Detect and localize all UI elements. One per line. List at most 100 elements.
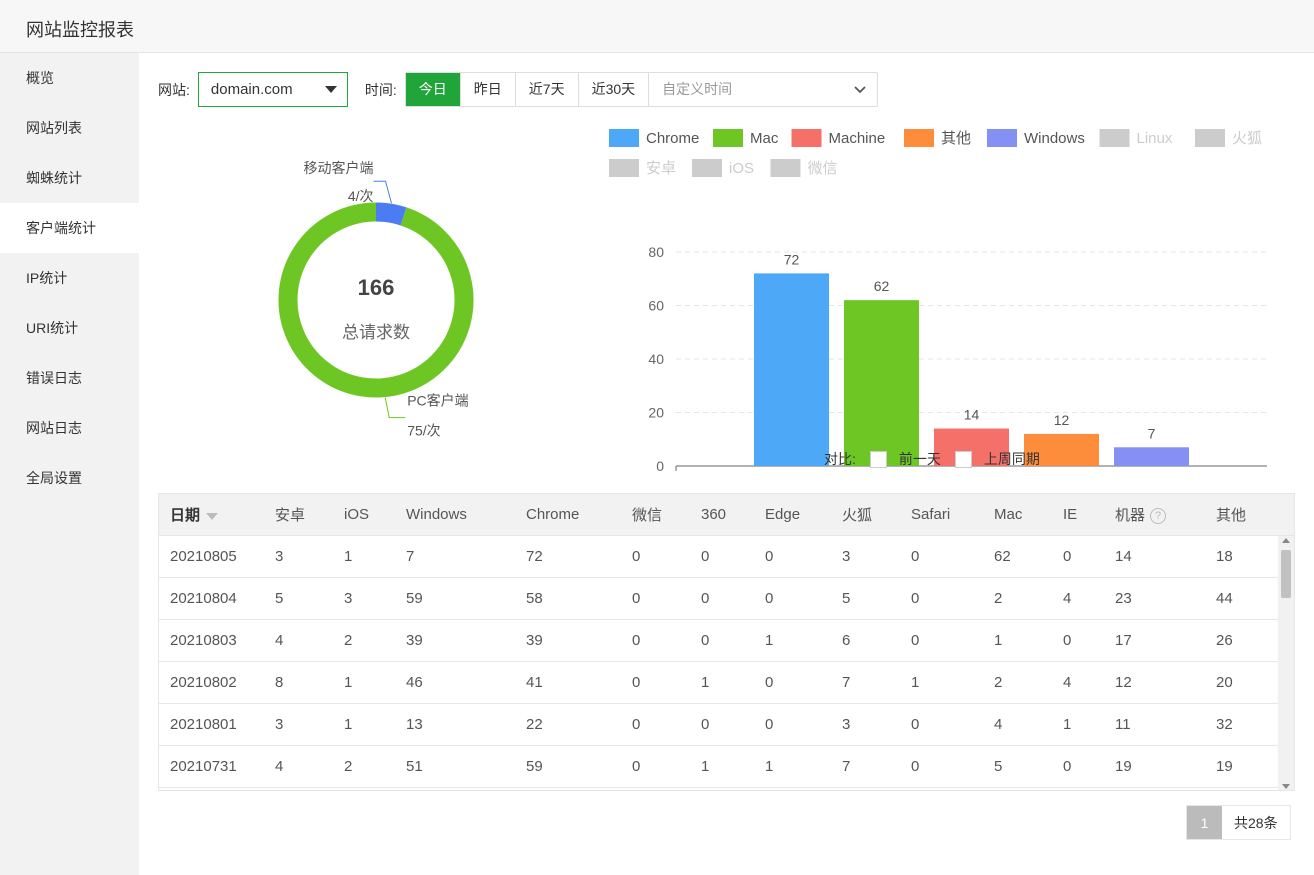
- column-header: Mac: [983, 506, 1052, 523]
- column-header: 微信: [621, 504, 690, 525]
- table-row: 20210805 3 1 7 72 0 0 0 3 0 62 0 14 18: [159, 536, 1294, 578]
- table-body: 20210805 3 1 7 72 0 0 0 3 0 62 0 14 18 20210804 5 3 59 58 0…: [159, 536, 1294, 788]
- legend-item[interactable]: Linux: [1099, 129, 1173, 147]
- donut-segment-name: 移动客户端: [304, 160, 374, 176]
- page-button[interactable]: 1: [1187, 806, 1222, 839]
- table-cell: 0: [632, 590, 641, 607]
- legend-item[interactable]: 火狐: [1195, 129, 1262, 147]
- table-cell: 51: [406, 758, 423, 775]
- column-header-label: Safari: [911, 506, 951, 523]
- table-cell: 4: [1063, 590, 1072, 607]
- site-label: 网站:: [158, 81, 190, 98]
- compare-checkbox[interactable]: [954, 450, 972, 468]
- table-cell: 22: [526, 716, 543, 733]
- custom-time-picker[interactable]: 自定义时间: [649, 73, 877, 106]
- table-cell: 4: [275, 632, 284, 649]
- table-cell: 0: [632, 758, 641, 775]
- table-cell: 3: [842, 548, 851, 565]
- table-header: 日期 安卓 iOS Windows Chrome 微信 360 Edge 火狐 Safari Mac…: [159, 494, 1294, 536]
- legend-item[interactable]: 其他: [904, 129, 971, 147]
- column-header-label: 机器: [1115, 507, 1146, 524]
- table-cell: 20210803: [170, 632, 237, 649]
- sidebar-item[interactable]: 网站列表: [26, 120, 82, 136]
- help-icon[interactable]: ?: [1150, 508, 1167, 524]
- legend-item[interactable]: Mac: [713, 129, 779, 147]
- legend-item[interactable]: iOS: [692, 159, 754, 177]
- table-cell: 7: [842, 758, 851, 775]
- table-cell: 0: [632, 716, 641, 733]
- table-row: 20210804 5 3 59 58 0 0 0 5 0 2 4 23 44: [159, 578, 1294, 620]
- column-header-label: 安卓: [275, 507, 306, 524]
- sidebar-item[interactable]: 网站日志: [26, 420, 82, 436]
- y-tick-label: 0: [656, 458, 664, 473]
- filter-bar: 网站: domain.com 时间: 今日 昨日 近7天 近30天 自定义时间: [158, 72, 879, 107]
- legend-item[interactable]: Chrome: [609, 129, 699, 147]
- legend-item[interactable]: 安卓: [609, 159, 676, 177]
- table-cell: 2: [344, 632, 353, 649]
- sidebar-item[interactable]: 蜘蛛统计: [26, 170, 82, 186]
- legend-swatch: [791, 129, 822, 147]
- bar-data-label: 62: [874, 278, 890, 294]
- table-cell: 62: [994, 548, 1011, 565]
- table-cell: 8: [275, 674, 284, 691]
- table-cell: 0: [1063, 548, 1072, 565]
- table-cell: 0: [911, 632, 920, 649]
- sidebar-item[interactable]: 错误日志: [26, 370, 82, 386]
- table-cell: 2: [994, 590, 1003, 607]
- time-option-button[interactable]: 昨日: [460, 73, 516, 106]
- table-cell: 2: [344, 758, 353, 775]
- column-header-label: 火狐: [842, 507, 873, 524]
- column-header-label: 微信: [632, 507, 663, 524]
- time-option-button[interactable]: 今日: [405, 73, 461, 106]
- table-cell: 19: [1216, 758, 1233, 775]
- sort-down-icon[interactable]: [206, 512, 219, 520]
- donut-total-label: 总请求数: [342, 323, 410, 342]
- time-option-button[interactable]: 近30天: [578, 73, 650, 106]
- table-cell: 39: [526, 632, 543, 649]
- column-header-label: Mac: [994, 506, 1023, 523]
- column-header[interactable]: 日期: [159, 504, 264, 525]
- sidebar-item[interactable]: 客户端统计: [0, 203, 139, 253]
- time-range-group: 今日 昨日 近7天 近30天 自定义时间: [404, 72, 879, 107]
- legend-swatch: [904, 129, 934, 147]
- table-cell: 1: [344, 548, 353, 565]
- bar[interactable]: [1024, 433, 1099, 466]
- legend-item[interactable]: Machine: [791, 129, 886, 147]
- compare-checkbox[interactable]: [869, 450, 887, 468]
- column-header: Edge: [754, 506, 831, 523]
- column-header-label: 日期: [170, 507, 201, 524]
- time-option-button[interactable]: 近7天: [515, 73, 579, 106]
- sidebar-item[interactable]: 全局设置: [26, 470, 82, 486]
- column-header-label: Chrome: [526, 506, 580, 523]
- column-header: Windows: [395, 506, 515, 523]
- legend-label: 安卓: [646, 160, 676, 177]
- table-cell: 14: [1115, 548, 1132, 565]
- bar[interactable]: [1114, 447, 1189, 466]
- scroll-down-icon[interactable]: [1282, 784, 1290, 789]
- table-cell: 0: [1063, 632, 1072, 649]
- legend-label: Mac: [750, 130, 779, 147]
- scroll-thumb[interactable]: [1281, 550, 1291, 598]
- table-cell: 0: [765, 674, 774, 691]
- donut-leader-line: [373, 180, 393, 204]
- table-cell: 17: [1115, 632, 1132, 649]
- legend-item[interactable]: 微信: [770, 159, 838, 177]
- bar[interactable]: [754, 273, 829, 466]
- legend-swatch: [1195, 129, 1225, 147]
- sidebar-item[interactable]: URI统计: [26, 320, 79, 336]
- column-header: 火狐: [831, 504, 900, 525]
- column-header-label: Edge: [765, 506, 801, 523]
- table-scrollbar[interactable]: [1278, 536, 1294, 790]
- compare-bar: 对比: 前一天 上周同期: [824, 449, 1040, 469]
- site-select[interactable]: domain.com: [197, 72, 348, 107]
- bar[interactable]: [844, 300, 919, 466]
- legend-item[interactable]: Windows: [987, 129, 1085, 147]
- table-cell: 5: [994, 758, 1003, 775]
- scroll-up-icon[interactable]: [1282, 538, 1290, 543]
- legend-swatch: [713, 129, 743, 147]
- table-cell: 20210804: [170, 590, 237, 607]
- table-cell: 26: [1216, 632, 1233, 649]
- sidebar-item[interactable]: 概览: [26, 70, 54, 86]
- sidebar-item[interactable]: IP统计: [26, 270, 68, 286]
- column-header: Chrome: [515, 506, 621, 523]
